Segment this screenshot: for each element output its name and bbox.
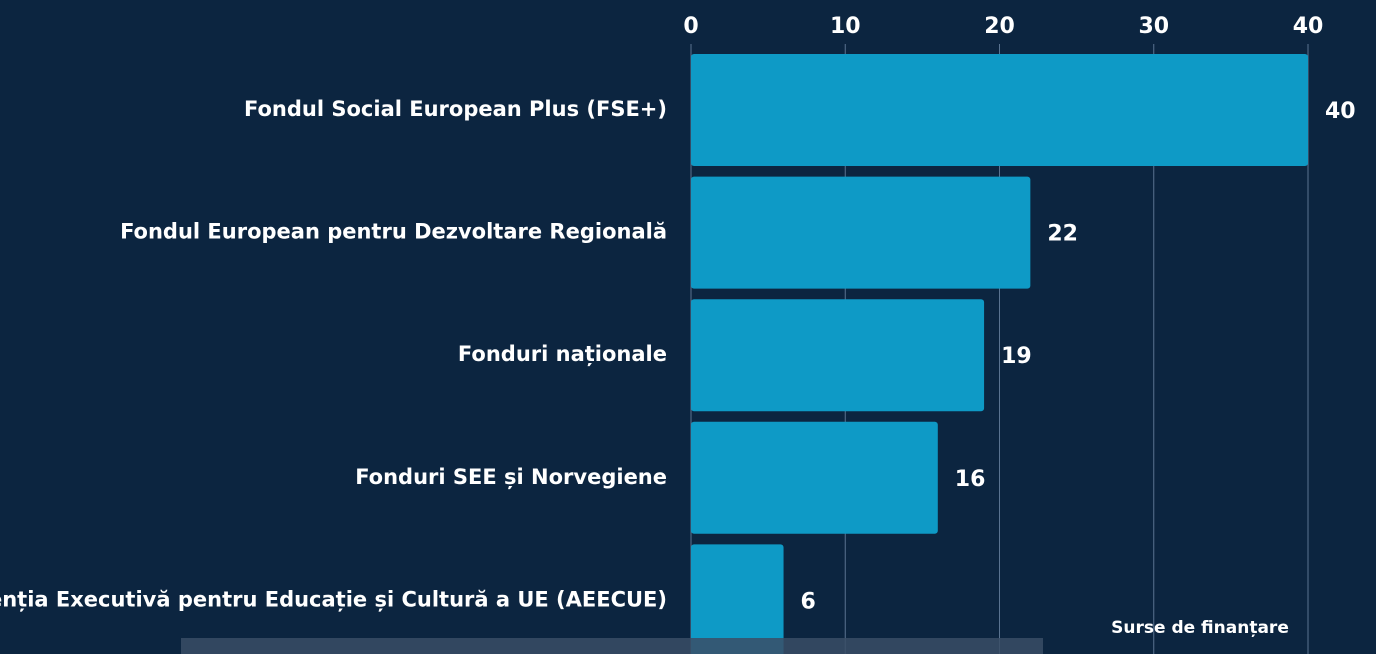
value-label: 16 [955, 467, 986, 492]
x-tick-label: 10 [830, 14, 861, 39]
y-tick-label: Fonduri naționale [458, 342, 667, 367]
bar [691, 176, 1031, 289]
x-tick-label: 0 [683, 14, 698, 39]
y-tick-label: Fondul European pentru Dezvoltare Region… [120, 220, 667, 244]
value-label: 22 [1047, 222, 1078, 247]
overlay-strip [181, 638, 1043, 654]
bars [691, 54, 1308, 654]
x-tick-label: 40 [1293, 14, 1324, 39]
bar [691, 421, 938, 534]
bar [691, 544, 784, 654]
x-tick-label: 20 [984, 14, 1015, 39]
x-axis-title: Surse de finanțare [1111, 618, 1289, 638]
y-tick-label: Fonduri SEE și Norvegiene [355, 465, 667, 489]
bar [691, 299, 985, 412]
value-label: 40 [1325, 99, 1356, 124]
y-tick-label: Agenția Executivă pentru Educație și Cul… [0, 587, 667, 612]
y-tick-label: Fondul Social European Plus (FSE+) [244, 97, 667, 121]
value-label: 6 [801, 589, 816, 614]
bar [691, 54, 1308, 166]
value-label: 19 [1001, 344, 1032, 369]
x-tick-label: 30 [1138, 14, 1169, 39]
